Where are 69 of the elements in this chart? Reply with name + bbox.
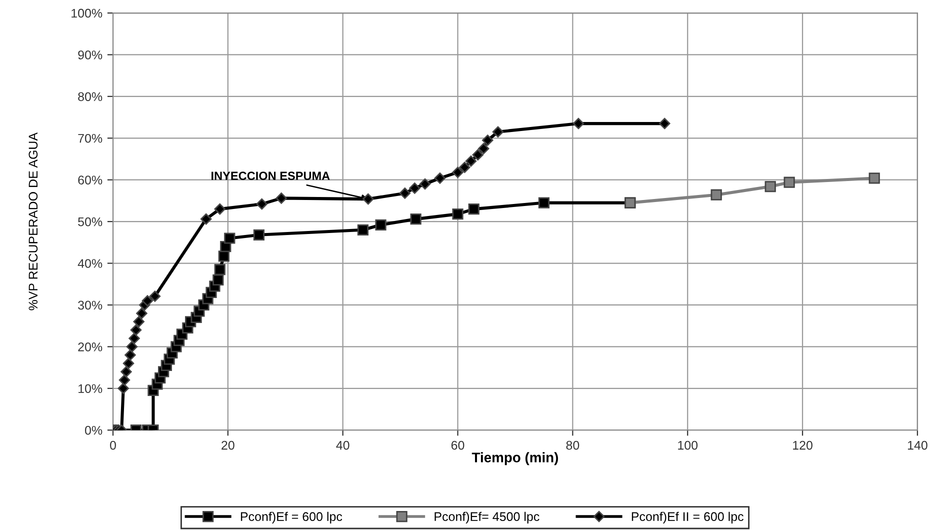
- point: [133, 316, 144, 328]
- point: [459, 162, 470, 173]
- point: [434, 172, 446, 184]
- x-axis-title: Tiempo (min): [472, 452, 558, 466]
- x-tick-label: 0: [110, 440, 116, 450]
- point: [276, 192, 287, 204]
- point: [478, 142, 490, 154]
- point: [128, 332, 140, 344]
- x-tick-label: 120: [793, 440, 812, 450]
- point: [399, 188, 410, 199]
- annotation: INYECCION ESPUMA: [212, 172, 330, 180]
- point: [214, 203, 226, 215]
- point: [375, 219, 386, 230]
- point: [136, 308, 148, 319]
- legend-label: Pconf)Ef II = 600 lpc: [632, 512, 744, 524]
- point: [784, 176, 795, 188]
- point: [130, 324, 142, 336]
- x-tick-label: 80: [566, 440, 580, 450]
- point: [419, 178, 431, 190]
- legend-label: Pconf)Ef= 4500 lpc: [434, 512, 540, 524]
- point: [572, 118, 584, 130]
- point: [200, 213, 212, 225]
- y-tick-label: 70%: [78, 134, 102, 143]
- point: [710, 189, 722, 200]
- x-tick-label: 20: [222, 440, 234, 450]
- point: [764, 180, 776, 192]
- point: [253, 229, 264, 240]
- point: [452, 166, 464, 178]
- y-tick-label: 30%: [78, 300, 102, 310]
- x-tick-label: 40: [336, 440, 350, 450]
- x-tick-label: 60: [451, 440, 464, 450]
- point: [410, 214, 422, 225]
- point: [868, 172, 880, 184]
- y-tick-label: 80%: [78, 92, 102, 102]
- y-tick-label: 10%: [78, 384, 102, 394]
- point: [126, 341, 138, 352]
- point: [142, 295, 154, 306]
- point: [214, 264, 226, 276]
- x-tick-label: 140: [908, 440, 928, 450]
- point: [465, 155, 477, 167]
- point: [468, 203, 480, 215]
- y-tick-label: 100%: [72, 8, 102, 18]
- point: [224, 232, 236, 244]
- point: [124, 349, 136, 361]
- y-tick-label: 0%: [85, 426, 102, 435]
- point: [122, 358, 134, 369]
- y-tick-label: 60%: [78, 176, 102, 184]
- point: [472, 149, 484, 160]
- point: [409, 182, 420, 194]
- y-axis-title: %VP RECUPERADO DE AGUA: [28, 132, 38, 310]
- point: [256, 198, 268, 210]
- y-tick-label: 20%: [78, 342, 102, 352]
- point: [452, 208, 464, 220]
- y-tick-label: 40%: [78, 259, 102, 268]
- point: [659, 118, 670, 130]
- point: [357, 224, 369, 236]
- point: [118, 382, 129, 394]
- legend-label: Pconf)Ef = 600 lpc: [240, 512, 342, 524]
- x-tick-label: 100: [678, 440, 698, 450]
- point: [120, 366, 132, 378]
- y-tick-label: 50%: [78, 217, 102, 226]
- point: [482, 134, 494, 146]
- point: [118, 374, 130, 386]
- point: [538, 197, 550, 208]
- y-tick-label: 90%: [78, 50, 102, 60]
- point: [362, 193, 374, 205]
- point: [492, 126, 504, 138]
- point: [212, 274, 224, 286]
- point: [149, 290, 161, 302]
